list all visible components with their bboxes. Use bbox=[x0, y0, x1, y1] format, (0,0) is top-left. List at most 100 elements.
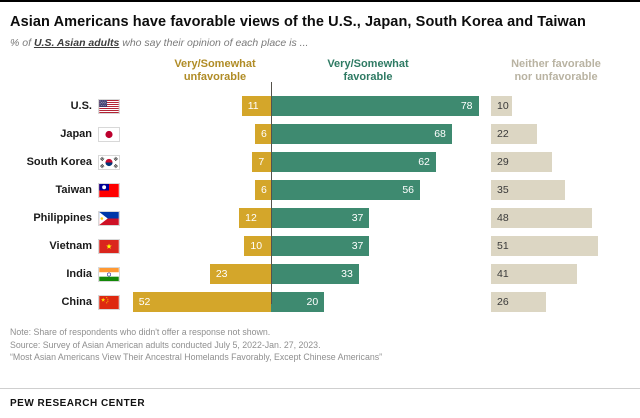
neither-bar: 26 bbox=[491, 292, 546, 312]
unfavorable-zone: 6 bbox=[122, 124, 271, 144]
favorable-value: 68 bbox=[434, 128, 446, 140]
neither-value: 48 bbox=[497, 212, 509, 224]
favorable-value: 37 bbox=[351, 212, 364, 224]
pew-research-center-brand: PEW RESEARCH CENTER bbox=[10, 398, 146, 409]
header-favorable-line2: favorable bbox=[343, 71, 393, 83]
unfavorable-bar: 12 bbox=[239, 208, 271, 228]
favorable-zone: 78 bbox=[271, 96, 483, 116]
favorable-bar: 78 bbox=[271, 96, 479, 116]
neither-value: 29 bbox=[497, 156, 509, 168]
country-label: India bbox=[66, 268, 92, 280]
unfavorable-value: 11 bbox=[247, 100, 259, 112]
unfavorable-bar: 11 bbox=[241, 96, 271, 116]
page-title: Asian Americans have favorable views of … bbox=[10, 14, 586, 30]
axis-line bbox=[271, 82, 272, 304]
header-unfavorable-line2: unfavorable bbox=[183, 71, 247, 83]
column-header-favorable: Very/Somewhat favorable bbox=[303, 58, 433, 84]
unfavorable-zone: 7 bbox=[122, 152, 271, 172]
neither-value: 35 bbox=[497, 184, 509, 196]
neither-value: 26 bbox=[497, 296, 509, 308]
unfavorable-value: 12 bbox=[245, 212, 257, 224]
chart-rows: U.S. 11 78 10 Japan 6 68 22 South Korea 7 62 29 Ta… bbox=[10, 96, 630, 312]
unfavorable-zone: 10 bbox=[122, 236, 271, 256]
neither-bar: 41 bbox=[491, 264, 578, 284]
chart-notes: Note: Share of respondents who didn't of… bbox=[10, 326, 630, 364]
favorable-bar: 62 bbox=[271, 152, 436, 172]
flag-philippines-icon bbox=[98, 210, 122, 226]
footer-divider bbox=[0, 388, 640, 389]
unfavorable-value: 10 bbox=[250, 240, 263, 252]
unfavorable-bar: 52 bbox=[132, 292, 271, 312]
chart-row: South Korea 7 62 29 bbox=[10, 152, 630, 172]
neither-zone: 51 bbox=[491, 236, 630, 256]
country-label: China bbox=[61, 296, 92, 308]
favorable-bar: 33 bbox=[271, 264, 359, 284]
header-neither-line1: Neither favorable bbox=[511, 58, 601, 70]
unfavorable-zone: 23 bbox=[122, 264, 271, 284]
flag-south-korea-icon bbox=[98, 154, 122, 170]
subtitle-prefix: % of bbox=[10, 37, 34, 49]
header-neither-line2: nor unfavorable bbox=[514, 71, 598, 83]
neither-bar: 29 bbox=[491, 152, 552, 172]
header-unfavorable-line1: Very/Somewhat bbox=[174, 58, 256, 70]
favorable-zone: 56 bbox=[271, 180, 483, 200]
favorable-zone: 37 bbox=[271, 208, 483, 228]
favorable-value: 56 bbox=[402, 184, 414, 196]
report-title-line: “Most Asian Americans View Their Ancestr… bbox=[10, 352, 383, 362]
note-line: Note: Share of respondents who didn't of… bbox=[10, 327, 271, 337]
column-header-neither: Neither favorable nor unfavorable bbox=[491, 58, 621, 84]
neither-value: 41 bbox=[497, 268, 509, 280]
favorable-zone: 37 bbox=[271, 236, 483, 256]
favorable-value: 37 bbox=[351, 240, 364, 252]
neither-zone: 41 bbox=[491, 264, 630, 284]
column-header-unfavorable: Very/Somewhat unfavorable bbox=[150, 58, 280, 84]
country-label: Japan bbox=[60, 128, 92, 140]
chart-subtitle: % of U.S. Asian adults who say their opi… bbox=[10, 37, 630, 49]
favorable-bar: 37 bbox=[271, 208, 370, 228]
country-label: Vietnam bbox=[49, 240, 92, 252]
unfavorable-bar: 23 bbox=[209, 264, 271, 284]
source-line: Source: Survey of Asian American adults … bbox=[10, 339, 321, 350]
country-label: Taiwan bbox=[55, 184, 92, 196]
unfavorable-bar: 6 bbox=[255, 180, 271, 200]
neither-bar: 35 bbox=[491, 180, 565, 200]
favorable-bar: 68 bbox=[271, 124, 452, 144]
neither-zone: 35 bbox=[491, 180, 630, 200]
flag-taiwan-icon bbox=[98, 182, 122, 198]
favorable-zone: 33 bbox=[271, 264, 483, 284]
neither-bar: 10 bbox=[491, 96, 512, 116]
favorable-bar: 20 bbox=[271, 292, 325, 312]
header-favorable-line1: Very/Somewhat bbox=[327, 58, 409, 70]
neither-value: 10 bbox=[497, 100, 509, 112]
chart-row: Vietnam 10 37 51 bbox=[10, 236, 630, 256]
unfavorable-value: 6 bbox=[261, 128, 267, 140]
neither-zone: 10 bbox=[491, 96, 630, 116]
flag-india-icon bbox=[98, 266, 122, 282]
neither-bar: 51 bbox=[491, 236, 599, 256]
flag-vietnam-icon bbox=[98, 238, 122, 254]
subtitle-emphasis: U.S. Asian adults bbox=[33, 37, 120, 49]
unfavorable-bar: 6 bbox=[255, 124, 271, 144]
neither-bar: 22 bbox=[491, 124, 538, 144]
favorable-zone: 20 bbox=[271, 292, 483, 312]
unfavorable-value: 7 bbox=[258, 156, 265, 168]
neither-value: 22 bbox=[497, 128, 509, 140]
favorable-value: 33 bbox=[341, 268, 353, 280]
neither-zone: 26 bbox=[491, 292, 630, 312]
country-label: U.S. bbox=[70, 100, 92, 112]
flag-us-icon bbox=[98, 98, 122, 114]
chart-row: Taiwan 6 56 35 bbox=[10, 180, 630, 200]
unfavorable-value: 23 bbox=[215, 268, 228, 280]
country-label: Philippines bbox=[33, 212, 92, 224]
neither-zone: 48 bbox=[491, 208, 630, 228]
unfavorable-zone: 11 bbox=[122, 96, 271, 116]
neither-zone: 22 bbox=[491, 124, 630, 144]
neither-bar: 48 bbox=[491, 208, 592, 228]
country-label: South Korea bbox=[26, 156, 92, 168]
unfavorable-value: 52 bbox=[138, 296, 151, 308]
favorable-value: 20 bbox=[306, 296, 319, 308]
unfavorable-zone: 12 bbox=[122, 208, 271, 228]
unfavorable-zone: 52 bbox=[122, 292, 271, 312]
favorable-value: 62 bbox=[418, 156, 430, 168]
favorable-bar: 56 bbox=[271, 180, 420, 200]
